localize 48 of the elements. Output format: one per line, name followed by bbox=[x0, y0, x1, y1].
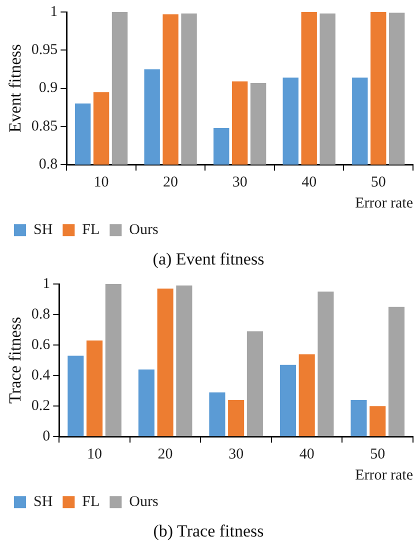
bar bbox=[105, 284, 122, 436]
y-axis-title: Event fitness bbox=[6, 44, 25, 132]
x-tick-label: 50 bbox=[370, 446, 386, 463]
text: (a) Event fitness bbox=[152, 249, 264, 268]
bar bbox=[68, 356, 84, 436]
y-tick-label: 0.9 bbox=[38, 80, 58, 96]
bar bbox=[86, 340, 103, 436]
legend-label: Ours bbox=[129, 222, 159, 238]
x-tick-label: 40 bbox=[302, 174, 317, 191]
bar bbox=[246, 331, 263, 436]
bar bbox=[176, 286, 192, 436]
legend-label: SH bbox=[34, 222, 53, 238]
x-tick-label: 30 bbox=[228, 446, 244, 463]
x-tick-label: 10 bbox=[87, 446, 102, 463]
bar bbox=[318, 292, 334, 436]
y-tick-label: 0.8 bbox=[38, 156, 58, 173]
bar bbox=[370, 406, 386, 436]
y-tick-label: 0.8 bbox=[31, 306, 50, 322]
x-tick-label: 20 bbox=[158, 446, 173, 463]
bar bbox=[388, 306, 405, 436]
y-tick-label: 0.2 bbox=[31, 398, 50, 414]
legend-label: FL bbox=[82, 494, 100, 510]
bar bbox=[298, 354, 315, 436]
bar bbox=[209, 392, 226, 436]
legend-label: FL bbox=[82, 222, 100, 238]
legend-label: Ours bbox=[129, 494, 159, 510]
text: (b) Trace fitness bbox=[153, 521, 264, 540]
x-tick-label: 20 bbox=[163, 174, 178, 191]
bar bbox=[280, 364, 296, 436]
x-tick-label: 40 bbox=[299, 446, 314, 463]
y-tick-label: 0.95 bbox=[31, 42, 58, 58]
bar bbox=[138, 369, 154, 436]
bar bbox=[228, 400, 244, 436]
x-axis-title: Error rate bbox=[355, 468, 414, 484]
x-tick-label: 30 bbox=[232, 174, 248, 191]
bar bbox=[350, 400, 367, 436]
y-tick-label: 0.6 bbox=[31, 336, 51, 353]
y-tick-label: 0.4 bbox=[31, 367, 51, 384]
x-axis-title: Error rate bbox=[355, 196, 414, 212]
x-tick-label: 50 bbox=[370, 174, 386, 191]
y-tick-label: 0.85 bbox=[31, 118, 58, 134]
y-tick-label: 1 bbox=[50, 4, 58, 20]
y-tick-label: 1 bbox=[42, 276, 50, 292]
y-tick-label: 0 bbox=[42, 428, 50, 445]
legend-label: SH bbox=[34, 494, 53, 510]
y-axis-title: Trace fitness bbox=[6, 316, 25, 404]
x-tick-label: 10 bbox=[94, 174, 109, 191]
bar bbox=[157, 288, 174, 436]
